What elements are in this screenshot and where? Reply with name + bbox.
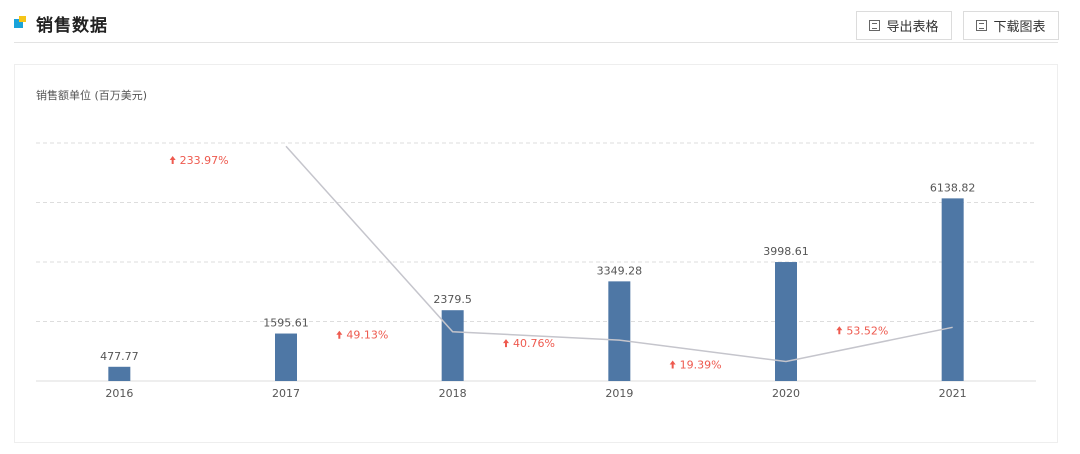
up-arrow-icon bbox=[336, 330, 343, 339]
bar-2021 bbox=[941, 198, 964, 381]
up-arrow-icon bbox=[169, 156, 176, 164]
download-chart-label: 下载图表 bbox=[993, 20, 1046, 35]
growth-label-2018: 49.13% bbox=[336, 329, 388, 342]
growth-label-2021: 53.52% bbox=[836, 324, 888, 337]
up-arrow-icon bbox=[503, 339, 509, 348]
bar-2020 bbox=[775, 262, 797, 381]
title-icon bbox=[14, 16, 26, 28]
download-chart-button[interactable]: 下载图表 bbox=[963, 11, 1059, 40]
unit-label: 销售额单位 (百万美元) bbox=[36, 89, 148, 102]
x-tick-2020: 2020 bbox=[772, 387, 800, 400]
export-table-label: 导出表格 bbox=[886, 20, 939, 35]
growth-label-2019: 40.76% bbox=[503, 337, 555, 350]
x-tick-2021: 2021 bbox=[939, 387, 967, 400]
bar-2017 bbox=[275, 333, 297, 381]
growth-line bbox=[285, 145, 953, 363]
up-arrow-icon bbox=[836, 326, 843, 335]
data-label-2021: 6138.82 bbox=[930, 181, 976, 194]
growth-label-text: 233.97% bbox=[180, 154, 229, 167]
bar-2016 bbox=[108, 366, 131, 381]
data-label-2017: 1595.61 bbox=[263, 317, 309, 330]
data-label-2019: 3349.28 bbox=[597, 264, 643, 277]
x-tick-2017: 2017 bbox=[272, 387, 300, 400]
x-tick-2016: 2016 bbox=[105, 387, 133, 400]
growth-label-text: 40.76% bbox=[513, 337, 555, 350]
data-label-2016: 477.77 bbox=[100, 350, 139, 363]
chart-panel bbox=[14, 64, 1058, 443]
growth-label-2020: 19.39% bbox=[669, 359, 722, 372]
header: 销售数据 导出表格 下载图表 bbox=[0, 0, 1080, 44]
growth-label-text: 49.13% bbox=[346, 329, 388, 342]
growth-label-2017: 233.97% bbox=[169, 154, 229, 167]
growth-label-text: 19.39% bbox=[680, 359, 722, 372]
data-label-2018: 2379.5 bbox=[433, 293, 472, 306]
export-table-button[interactable]: 导出表格 bbox=[856, 11, 952, 40]
up-arrow-icon bbox=[669, 360, 676, 369]
page-title: 销售数据 bbox=[36, 16, 108, 36]
growth-label-text: 53.52% bbox=[846, 324, 888, 337]
header-divider bbox=[14, 42, 1058, 43]
x-tick-2018: 2018 bbox=[439, 387, 467, 400]
bar-2019 bbox=[608, 281, 631, 381]
x-tick-2019: 2019 bbox=[605, 387, 633, 400]
bar-2018 bbox=[441, 310, 464, 381]
data-label-2020: 3998.61 bbox=[763, 245, 809, 258]
chart-icon bbox=[976, 20, 988, 31]
table-icon bbox=[869, 20, 881, 31]
